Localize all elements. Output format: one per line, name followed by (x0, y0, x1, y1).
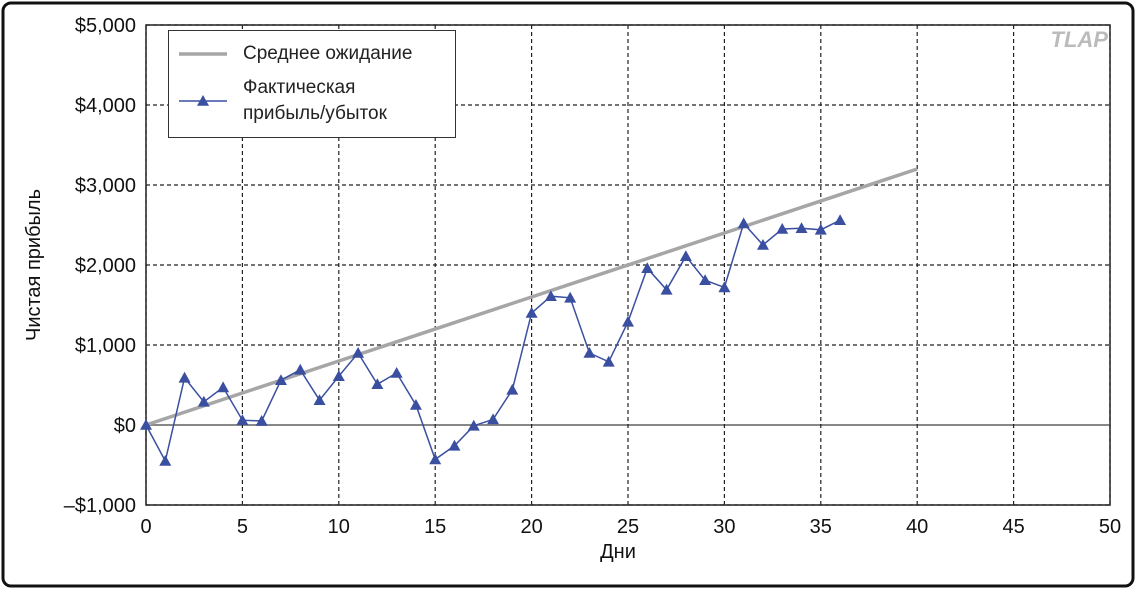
data-point (409, 399, 422, 410)
data-point (274, 374, 287, 385)
data-point (487, 413, 500, 425)
x-tick-label: 0 (140, 516, 151, 538)
data-point (602, 355, 615, 367)
data-point (544, 290, 557, 301)
x-tick-label: 45 (1002, 516, 1024, 538)
data-point (217, 381, 230, 393)
data-point (197, 395, 210, 407)
data-point (641, 262, 654, 273)
data-point (660, 283, 673, 295)
x-tick-label: 40 (906, 516, 928, 538)
data-point (390, 367, 403, 378)
data-point (583, 347, 596, 358)
legend-key (179, 52, 227, 56)
x-tick-label: 25 (617, 516, 639, 538)
data-point (140, 419, 152, 430)
data-point (332, 370, 345, 381)
data-point (679, 250, 692, 261)
data-point (371, 378, 384, 389)
legend: Среднее ожидание Фактическая прибыль/убыт… (168, 30, 456, 138)
data-point (814, 223, 827, 235)
x-axis-label: Дни (600, 541, 636, 563)
data-point (506, 383, 519, 395)
data-point (622, 315, 634, 327)
data-point (429, 453, 442, 465)
x-tick-label: 20 (520, 516, 542, 538)
legend-label: Фактическая прибыль/убыток (243, 77, 387, 124)
x-tick-label: 15 (424, 516, 446, 538)
data-point (159, 455, 172, 466)
x-tick-label: 30 (713, 516, 735, 538)
data-point (255, 415, 268, 426)
data-point (178, 371, 191, 383)
watermark: TLAP (1051, 27, 1109, 52)
data-point (718, 281, 731, 293)
y-tick-label: –$1,000 (64, 495, 136, 517)
data-point (236, 414, 249, 425)
x-tick-label: 10 (328, 516, 350, 538)
data-point (737, 217, 750, 229)
y-tick-label: $4,000 (75, 95, 136, 117)
data-point (756, 239, 769, 250)
y-tick-label: $0 (114, 415, 136, 437)
data-point (834, 214, 847, 225)
legend-entry: Фактическая прибыль/убыток (169, 71, 455, 131)
series-line (145, 167, 918, 427)
data-point (699, 274, 712, 285)
data-point (525, 307, 538, 318)
legend-marker (197, 95, 209, 106)
y-tick-label: $2,000 (75, 255, 136, 277)
x-tick-label: 50 (1099, 516, 1121, 538)
y-axis-label: Чистая прибыль (23, 189, 45, 341)
data-point (795, 222, 808, 233)
data-point (294, 363, 307, 375)
legend-label: Среднее ожидание (243, 43, 413, 64)
data-point (448, 439, 461, 451)
y-tick-label: $5,000 (75, 15, 136, 37)
data-point (313, 394, 326, 405)
data-point (564, 291, 577, 303)
data-point (467, 419, 480, 431)
legend-entry: Среднее ожидание (169, 37, 455, 71)
y-tick-label: $3,000 (75, 175, 136, 197)
data-point (352, 347, 365, 358)
data-point (776, 223, 789, 234)
legend-key (179, 95, 227, 106)
x-tick-label: 35 (810, 516, 832, 538)
y-tick-label: $1,000 (75, 335, 136, 357)
x-tick-label: 5 (237, 516, 248, 538)
